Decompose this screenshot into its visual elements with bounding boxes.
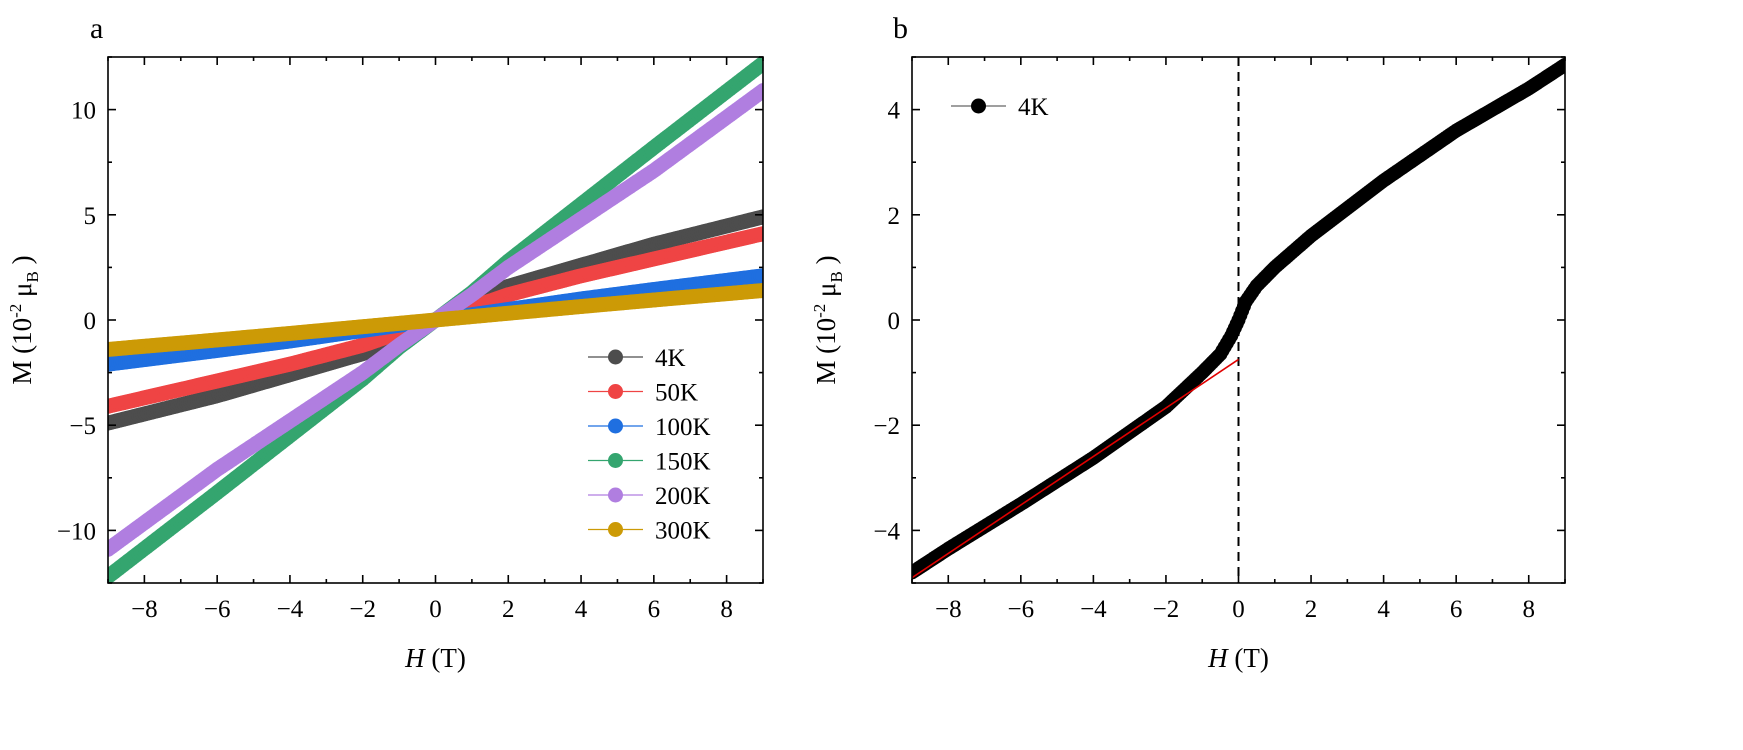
panel-a: a −8 −6 −4 −2 0 2 4 6 8 −10 −5 0 5 10 H (T) M (10-2 μB )… [6,12,764,673]
legend-label: 4K [1018,94,1049,121]
data-point [755,57,763,71]
x-tick-label: −6 [204,596,231,623]
y-tick-label: −5 [69,413,96,440]
legend-marker [608,418,623,434]
x-tick-label: 8 [720,596,733,623]
legend: 4K [951,94,1049,121]
y-tick-label: −2 [873,413,900,440]
x-tick-label: −4 [277,596,304,623]
x-tick-label: −4 [1080,596,1107,623]
legend-label: 150K [655,449,711,476]
data-point [755,226,763,242]
x-tick-label: 6 [648,596,661,623]
legend-label: 4K [655,345,686,372]
x-tick-label: 2 [1305,596,1318,623]
data-point [755,268,763,284]
y-tick-label: 0 [84,308,97,335]
x-tick-label: −8 [935,596,962,623]
legend-marker [608,487,623,503]
x-tick-label: −2 [1153,596,1180,623]
plot-area [912,57,1565,583]
legend-marker [608,522,623,537]
y-tick-label: 4 [888,98,901,125]
x-axis-title: H (T) [404,643,466,673]
legend-marker [608,349,623,365]
x-tick-label: 2 [502,596,515,623]
series-200K [108,83,763,557]
data-point [755,209,763,225]
data-point [1558,57,1565,72]
panel-b: b −8 −6 −4 −2 0 2 4 6 8 −4 −2 0 2 4 H (T) M (10-2 μB ) 4K [810,12,1566,673]
y-tick-label: 0 [888,308,901,335]
legend-label: 100K [655,414,711,441]
x-tick-label: 0 [1232,596,1245,623]
panel-label: b [893,12,908,45]
legend-marker [608,453,623,468]
y-axis-title: M (10-2 μB ) [6,255,42,384]
series-300K [108,283,763,357]
y-tick-label: −10 [57,518,96,545]
x-tick-label: 6 [1450,596,1463,623]
plot-area [108,57,763,583]
x-tick-label: 4 [575,596,588,623]
y-tick-label: 2 [888,203,901,230]
x-axis-title: H (T) [1207,643,1269,673]
y-axis-title: M (10-2 μB ) [810,255,846,384]
x-tick-label: 4 [1377,596,1390,623]
legend-label: 200K [655,483,711,510]
x-tick-label: 8 [1522,596,1535,623]
x-tick-label: 0 [429,596,442,623]
legend: 4K 50K 100K 150K 200K 300K [588,345,711,545]
y-tick-label: −4 [873,518,900,545]
legend-label: 300K [655,518,711,545]
y-tick-label: 5 [84,203,97,230]
x-tick-label: −2 [349,596,376,623]
y-tick-label: 10 [71,98,96,125]
x-tick-label: −8 [131,596,158,623]
data-point [755,283,763,299]
data-point [755,83,763,99]
legend-label: 50K [655,380,698,407]
legend-marker [971,98,986,114]
legend-marker [608,384,623,399]
panel-label: a [90,12,103,45]
x-tick-label: −6 [1008,596,1035,623]
linear-fit-line [912,358,1239,579]
